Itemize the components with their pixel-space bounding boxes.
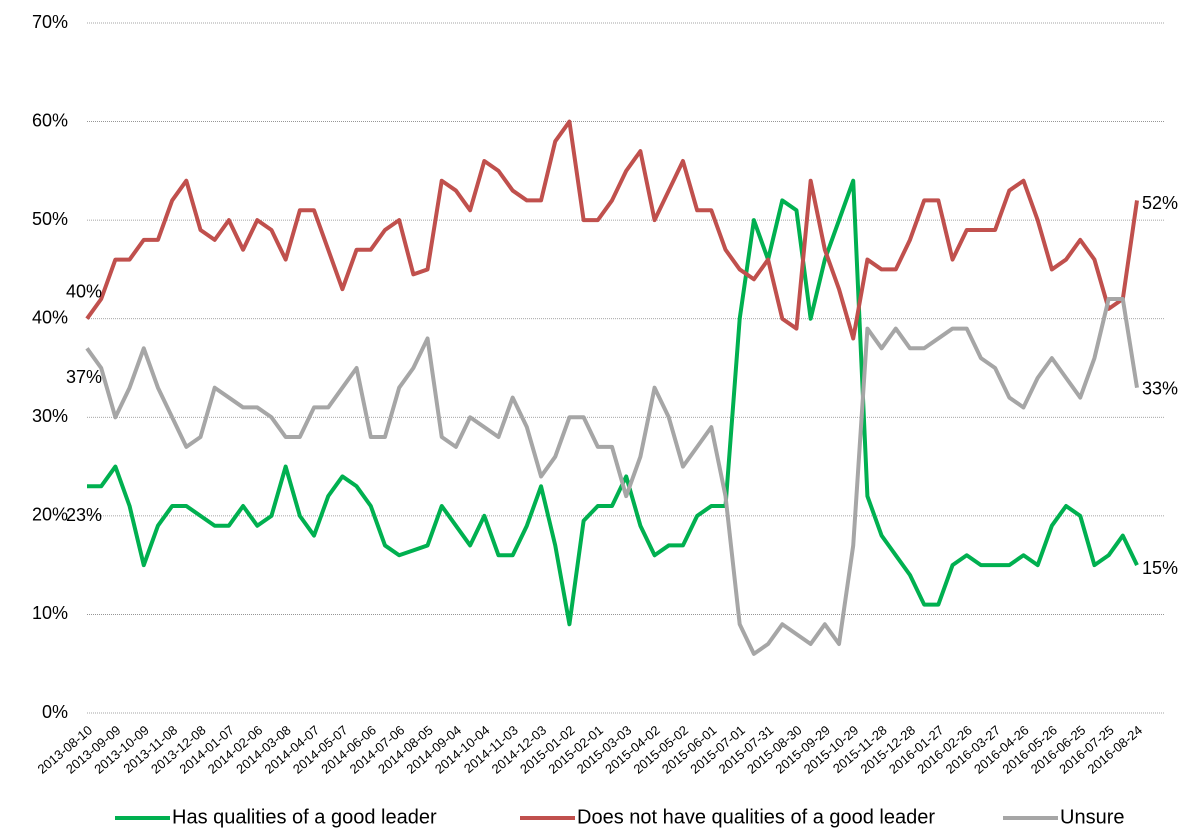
y-tick-label: 70% — [32, 12, 68, 32]
data-label: 23% — [66, 505, 102, 525]
legend-label: Unsure — [1060, 806, 1124, 828]
y-tick-label: 60% — [32, 110, 68, 130]
y-tick-label: 30% — [32, 406, 68, 426]
y-tick-label: 40% — [32, 307, 68, 327]
legend-label: Has qualities of a good leader — [172, 806, 437, 828]
series-line — [85, 297, 1139, 656]
y-tick-label: 10% — [32, 603, 68, 623]
data-label: 37% — [66, 367, 102, 387]
series-line — [85, 119, 1139, 341]
series-line — [87, 178, 1139, 627]
y-tick-label: 50% — [32, 209, 68, 229]
y-tick-label: 20% — [32, 505, 68, 525]
data-label: 15% — [1142, 558, 1178, 578]
y-tick-label: 0% — [42, 702, 68, 722]
data-label: 40% — [66, 281, 102, 301]
data-label: 33% — [1142, 378, 1178, 398]
data-label: 52% — [1142, 193, 1178, 213]
legend-label: Does not have qualities of a good leader — [577, 806, 935, 828]
